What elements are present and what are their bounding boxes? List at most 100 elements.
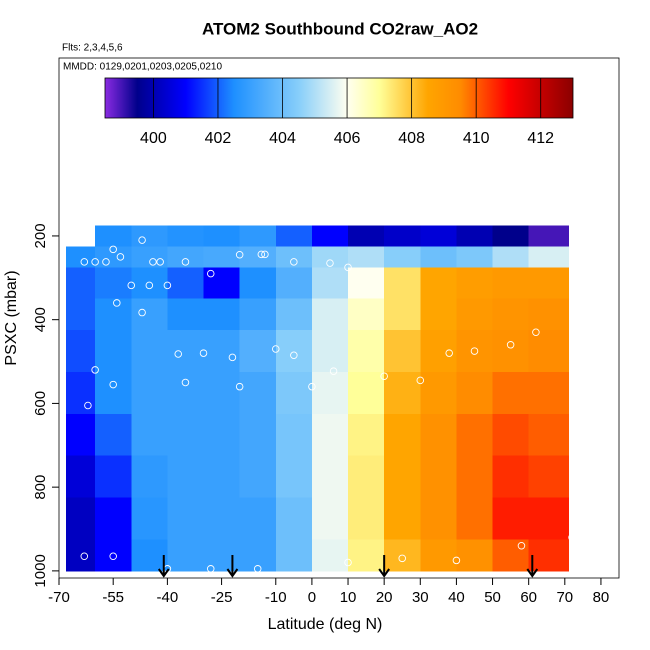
heat-cell — [420, 330, 457, 373]
obs-point — [517, 542, 526, 550]
heat-cell — [239, 539, 277, 572]
obs-point — [329, 367, 338, 375]
y-tick-label: 800 — [32, 475, 49, 500]
heat-cell — [311, 298, 349, 331]
obs-point — [109, 552, 117, 560]
heat-cell — [66, 246, 96, 268]
heat-cell — [348, 298, 385, 331]
heat-cell — [131, 455, 168, 499]
heat-cell — [203, 298, 241, 331]
heat-cell — [239, 455, 277, 499]
x-tick-label: 40 — [448, 589, 465, 606]
obs-point — [228, 353, 237, 362]
obs-point — [290, 351, 298, 360]
obs-point — [80, 258, 89, 266]
heat-cell — [492, 246, 530, 268]
heat-cell — [528, 413, 569, 457]
heat-cell — [456, 298, 494, 331]
y-axis-label: PSXC (mbar) — [3, 270, 20, 365]
heat-cell — [492, 413, 530, 457]
obs-point — [109, 380, 117, 389]
heat-cell — [275, 413, 313, 457]
obs-point — [149, 258, 157, 266]
obs-point — [174, 350, 182, 358]
heat-cell — [528, 455, 569, 499]
heat-cell — [348, 455, 385, 499]
obs-point — [380, 372, 388, 380]
heat-cell — [456, 330, 494, 373]
heat-cell — [348, 497, 385, 540]
heat-cell — [384, 225, 421, 247]
heat-cell — [384, 330, 421, 373]
heat-cell — [348, 539, 385, 572]
heat-cell — [167, 225, 205, 247]
heat-cell — [275, 246, 313, 268]
heat-cell — [66, 298, 96, 331]
heat-cell — [420, 225, 457, 247]
heat-cell — [131, 372, 168, 415]
x-tick-label: -25 — [211, 589, 233, 606]
heat-cell — [456, 246, 494, 268]
x-tick-label: 0 — [308, 589, 316, 606]
heat-cell — [239, 246, 277, 268]
heat-cell — [167, 298, 205, 331]
heat-cell — [203, 330, 241, 373]
heat-cell — [275, 267, 313, 300]
heat-cell — [456, 267, 494, 300]
heat-cell — [167, 372, 205, 415]
obs-point — [470, 347, 479, 355]
heat-cell — [456, 539, 494, 572]
obs-point — [91, 258, 99, 266]
heat-cell — [384, 455, 421, 499]
obs-point — [206, 565, 215, 573]
heat-cell — [203, 539, 241, 572]
heat-cell — [275, 330, 313, 373]
heat-cell — [167, 497, 205, 540]
heat-cell — [311, 246, 349, 268]
obs-point — [416, 376, 425, 385]
x-tick-label: 20 — [376, 589, 393, 606]
heat-cell — [492, 455, 530, 499]
heat-cell — [203, 225, 241, 247]
y-tick-label: 400 — [32, 307, 49, 332]
heat-cell — [348, 330, 385, 373]
y-tick-label: 1000 — [32, 554, 49, 587]
plot-frame — [58, 57, 620, 579]
heat-cell — [384, 267, 421, 300]
obs-point — [113, 299, 121, 307]
heat-cell — [420, 267, 457, 300]
heat-cell — [348, 225, 385, 247]
heat-cell — [203, 455, 241, 499]
heat-cell — [456, 413, 494, 457]
heat-cell — [384, 298, 421, 331]
heat-cell — [203, 413, 241, 457]
y-tick-label: 200 — [32, 223, 49, 248]
heat-cell — [528, 539, 569, 572]
heat-cell — [167, 455, 205, 499]
obs-point — [138, 308, 146, 317]
obs-point — [138, 236, 146, 244]
heat-cell — [311, 267, 349, 300]
obs-point — [206, 269, 215, 278]
heat-cell — [131, 246, 168, 268]
heat-cell — [275, 225, 313, 247]
heat-cell — [275, 539, 313, 572]
heat-cell — [95, 539, 132, 572]
colorbar-tick-label: 412 — [527, 130, 554, 147]
colorbar-tick-label: 400 — [140, 130, 167, 147]
heat-cell — [528, 225, 569, 247]
heat-cell — [275, 372, 313, 415]
obs-point — [91, 366, 99, 374]
heat-cell — [420, 298, 457, 331]
obs-point — [398, 554, 406, 563]
colorbar-tick-label: 408 — [398, 130, 425, 147]
heat-cell — [95, 497, 132, 540]
heat-cell — [420, 455, 457, 499]
heat-cell — [420, 539, 457, 572]
x-axis-label: Latitude (deg N) — [268, 616, 383, 633]
obs-point — [145, 281, 154, 290]
heat-cell — [492, 539, 530, 572]
chart-title: ATOM2 Southbound CO2raw_AO2 — [202, 19, 478, 38]
heat-cell — [66, 497, 96, 540]
heat-cell — [384, 497, 421, 540]
